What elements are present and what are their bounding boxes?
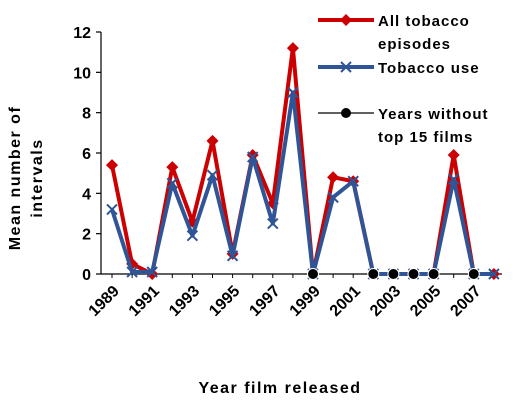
point-missing-year — [367, 268, 380, 280]
x-tick-label: 1997 — [246, 283, 283, 320]
point-x-stroke — [166, 177, 179, 189]
point-x-stroke — [246, 151, 259, 163]
series-layer — [106, 42, 500, 280]
point-tobacco-use — [106, 203, 118, 216]
legend-missing-years-label-line2: top 15 films — [378, 129, 473, 146]
point-tobacco-use — [206, 169, 219, 181]
point-all-tobacco — [206, 134, 219, 147]
point-tobacco-use — [146, 266, 158, 278]
point-x-stroke — [106, 203, 118, 216]
x-tick-label: 2007 — [447, 283, 484, 320]
point-missing-year — [407, 268, 420, 280]
point-all-tobacco — [286, 42, 299, 55]
y-tick-label: 2 — [82, 227, 91, 244]
point-x-stroke — [267, 217, 279, 230]
point-tobacco-use — [186, 229, 199, 242]
point-tobacco-use — [447, 173, 460, 185]
y-tick-label: 10 — [73, 65, 91, 82]
legend-missing-years-label-line1: Years without — [378, 106, 489, 123]
y-axis-ticks: 0 2 4 6 8 10 12 — [73, 25, 101, 284]
x-tick-label: 2001 — [327, 283, 364, 320]
legend-tobacco-use-marker — [340, 61, 352, 73]
legend-all-tobacco-label-line2: episodes — [378, 36, 451, 53]
point-x-stroke — [186, 229, 199, 242]
point-missing-year — [307, 268, 319, 280]
point-x-stroke — [126, 266, 138, 278]
point-all-tobacco — [447, 149, 460, 162]
point-x-stroke — [287, 86, 299, 99]
point-all-tobacco — [106, 159, 118, 172]
point-all-tobacco — [166, 161, 179, 174]
legend-all-tobacco-label-line1: All tobacco — [378, 13, 470, 30]
x-tick-label: 1993 — [166, 283, 203, 320]
legend-all-tobacco-marker — [340, 14, 352, 26]
point-tobacco-use — [267, 217, 279, 230]
y-tick-label: 0 — [82, 267, 91, 284]
legend-tobacco-use-label: Tobacco use — [378, 60, 480, 77]
point-x-stroke — [226, 250, 239, 262]
point-tobacco-use — [347, 175, 359, 187]
point-missing-year — [467, 268, 480, 280]
point-tobacco-use — [488, 268, 500, 280]
point-all-tobacco — [246, 149, 259, 162]
y-tick-label: 4 — [82, 186, 91, 203]
point-missing-year — [387, 268, 400, 280]
point-x-stroke — [206, 169, 219, 181]
y-axis-label-line2: intervals — [29, 138, 46, 217]
x-tick-label: 2005 — [407, 283, 444, 320]
x-tick-label: 2003 — [367, 283, 404, 320]
x-tick-label: 1991 — [126, 283, 163, 320]
y-tick-label: 8 — [82, 106, 91, 123]
x-axis-label: Year film released — [198, 380, 361, 397]
point-tobacco-use — [246, 151, 259, 163]
series-line-all-tobacco — [110, 46, 494, 276]
x-axis-ticks: 1989 1991 1993 1995 1997 1999 2001 2003 2005 2007 — [86, 274, 495, 320]
point-all-tobacco — [327, 171, 340, 184]
legend-missing-years-marker — [341, 108, 351, 118]
y-axis-label-line1: Mean number of — [7, 106, 24, 251]
point-tobacco-use — [126, 266, 138, 278]
point-x-stroke — [146, 266, 158, 278]
x-tick-label: 1999 — [287, 283, 324, 320]
point-x-stroke — [488, 268, 500, 280]
point-x-stroke — [327, 191, 339, 204]
x-tick-label: 1995 — [206, 283, 243, 320]
point-x-stroke — [347, 175, 359, 187]
series-missing-years — [307, 268, 480, 280]
point-tobacco-use — [287, 86, 299, 99]
point-missing-year — [427, 268, 440, 280]
point-x-stroke — [447, 173, 460, 185]
point-tobacco-use — [226, 250, 239, 262]
y-tick-label: 6 — [82, 146, 91, 163]
legend: All tobacco episodes Tobacco use Years w… — [318, 13, 489, 146]
point-tobacco-use — [327, 191, 339, 204]
point-tobacco-use — [166, 177, 179, 189]
x-tick-label: 1989 — [86, 283, 123, 320]
y-tick-label: 12 — [73, 25, 91, 42]
